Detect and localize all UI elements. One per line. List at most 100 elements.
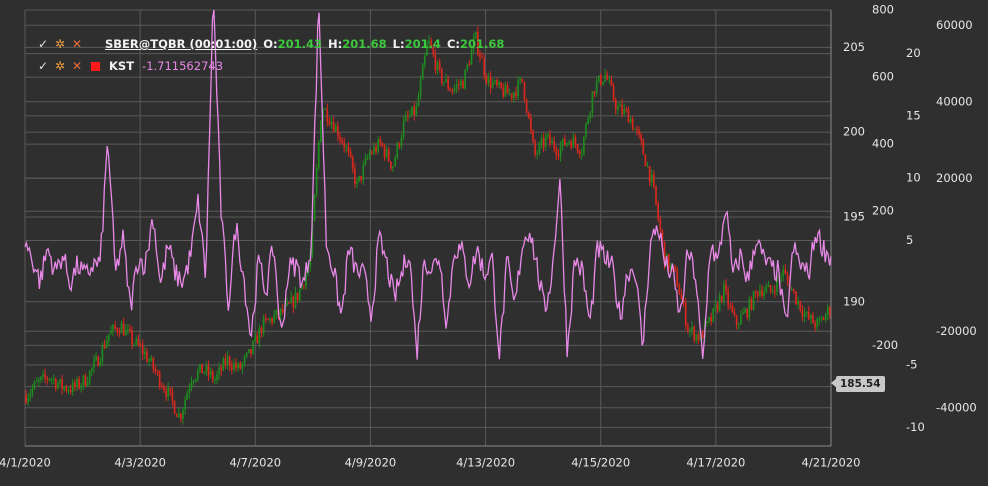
candle [80,385,83,389]
candle [31,388,34,394]
candle [612,85,615,100]
gear-icon[interactable]: ✲ [54,59,66,73]
candle [73,382,76,387]
candle [790,289,793,291]
candle [684,303,687,326]
check-icon[interactable]: ✓ [37,37,49,51]
candle [510,93,513,99]
legend-row-kst: ✓ ✲ ✕ KST -1.711562743 [36,55,510,77]
candle [407,114,409,117]
candle [610,79,613,86]
candle [362,164,365,180]
candle [807,311,810,319]
candle [107,334,110,341]
candle [551,141,553,144]
volume-axis-tick: 60000 [936,18,973,32]
candle [303,284,305,286]
candle [706,321,708,324]
close-icon[interactable]: ✕ [71,59,83,73]
candle [396,143,399,158]
kst-scale-tick: 20 [906,46,921,60]
candle [729,305,732,307]
kst-scale-tick: 10 [906,171,921,185]
x-tick-label: 4/17/2020 [686,456,745,470]
price-axis-tick: 200 [843,125,865,139]
volume-axis-tick: -20000 [936,324,977,338]
candle [300,284,303,290]
candle [515,92,517,97]
candle [485,75,488,84]
kst-scale-tick: 15 [906,108,921,122]
candle [379,139,382,143]
candle [627,109,630,123]
kst-value: -1.711562743 [142,59,224,73]
candle [65,386,68,391]
candle [829,307,831,315]
candle [190,381,193,389]
candle [78,379,80,389]
candle [245,352,248,357]
candle [116,328,119,333]
candle [311,220,314,255]
close-label: C: [446,37,460,51]
candle [35,381,38,383]
candle [199,364,201,371]
candle [578,151,581,155]
candle [718,295,721,311]
candle [504,84,507,97]
candle [710,317,713,322]
x-tick-label: 4/9/2020 [345,456,397,470]
candle [86,382,89,386]
candle [368,152,371,157]
close-value: 201.68 [460,37,505,51]
volume-axis-tick: 40000 [936,94,973,108]
candle [767,284,770,288]
color-square-icon[interactable] [91,61,100,71]
candle [682,299,685,304]
candle [723,284,725,301]
candle [42,373,44,377]
candle [574,137,577,145]
candle [120,323,123,334]
candle [233,363,235,370]
candle [171,391,174,401]
candle [160,386,163,388]
candle [440,69,443,84]
close-icon[interactable]: ✕ [71,37,83,51]
candle [326,108,329,122]
candle [220,367,223,371]
candle [328,121,331,125]
gear-icon[interactable]: ✲ [54,37,66,51]
candle [701,331,704,339]
candle [332,122,335,132]
candle [816,319,819,328]
candle [536,153,539,155]
candle [207,365,210,375]
candle [470,49,473,65]
candle [288,303,290,305]
check-icon[interactable]: ✓ [37,59,49,73]
candle [222,358,225,371]
candle [457,84,460,86]
x-tick-label: 4/13/2020 [456,456,515,470]
candle [330,122,333,125]
candle [173,400,176,414]
candle [226,356,229,365]
candle [534,141,536,155]
candle [305,273,307,286]
candle [237,363,240,369]
low-value: 201.4 [404,37,441,51]
candle [292,296,295,308]
candle [455,84,458,88]
candle [50,379,53,381]
candle [761,289,763,297]
symbol-label[interactable]: SBER@TQBR (00:01:00) [105,37,258,51]
candle [154,369,157,372]
candle [737,324,740,326]
candle [324,108,326,110]
grid-lines [24,9,832,446]
candle [235,363,237,369]
candle [48,379,51,381]
candle [765,287,768,292]
